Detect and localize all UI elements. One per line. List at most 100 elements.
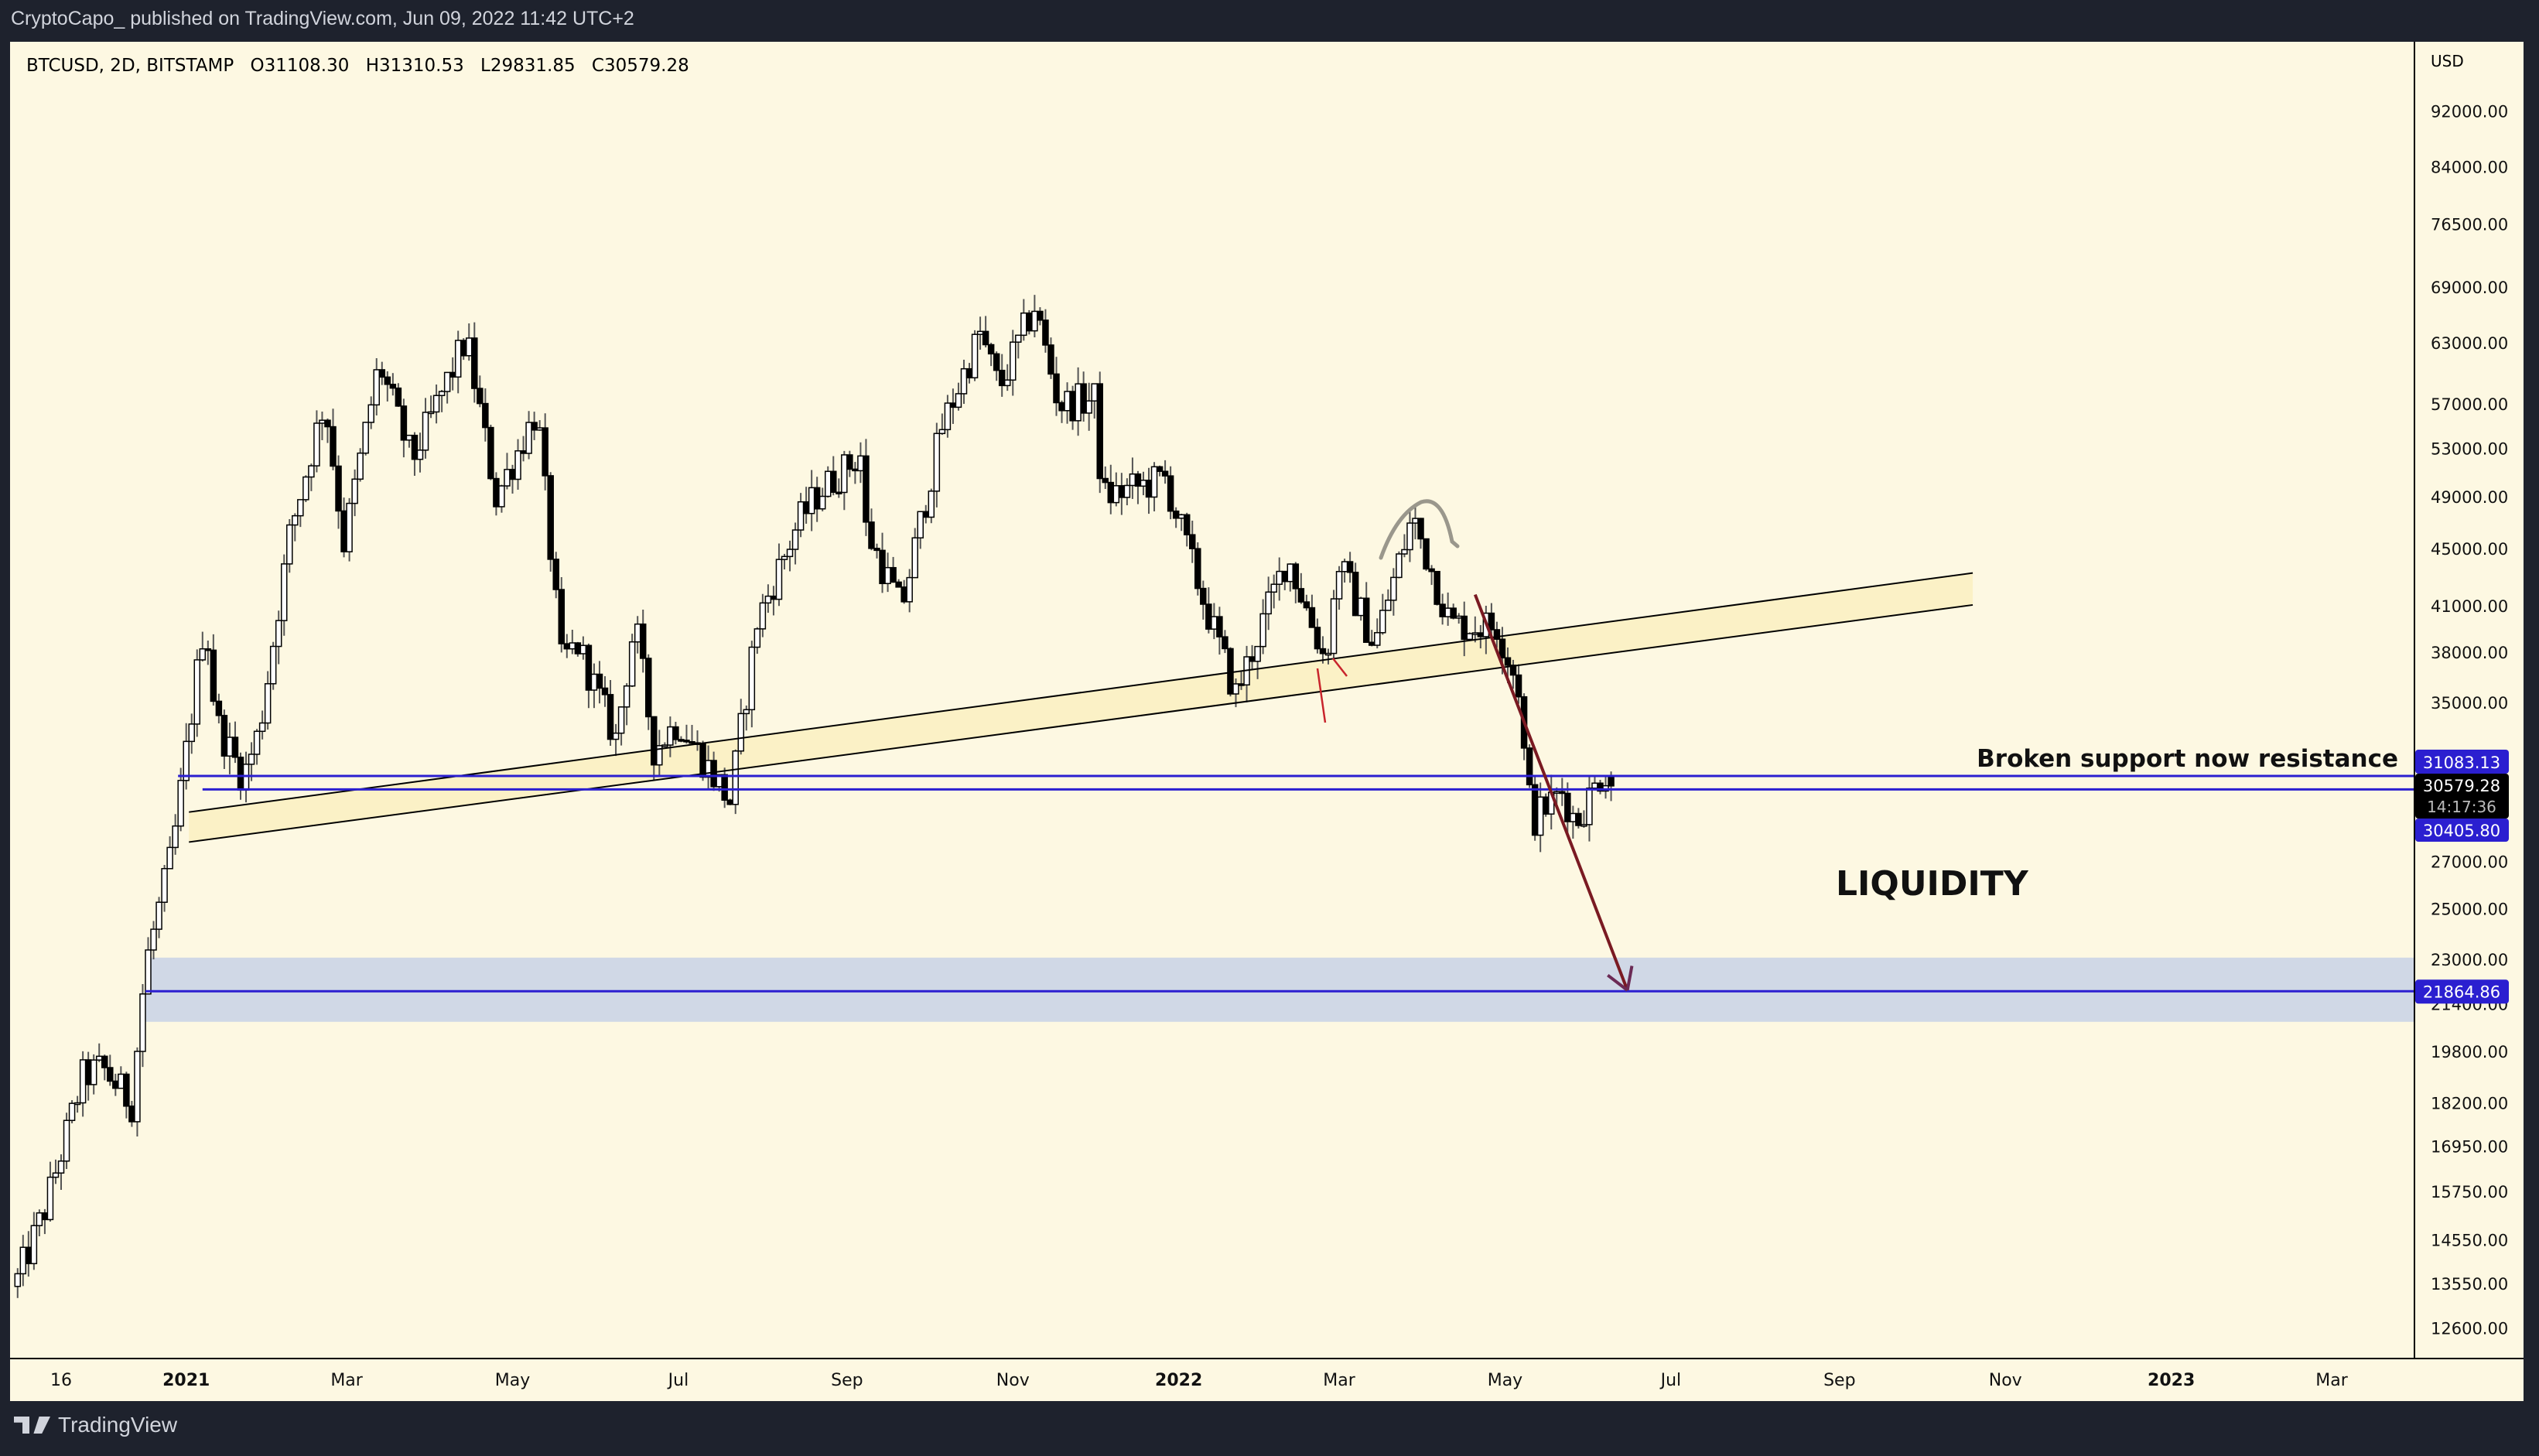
candle-down bbox=[84, 1059, 92, 1085]
price-tick-label: 49000.00 bbox=[2431, 488, 2508, 507]
candle-up bbox=[569, 642, 576, 650]
candle-up bbox=[911, 537, 918, 579]
candle-up bbox=[1015, 334, 1022, 343]
candle-down bbox=[1200, 587, 1207, 605]
candle-up bbox=[906, 576, 913, 603]
candle-down bbox=[998, 369, 1006, 387]
time-tick-label: May bbox=[495, 1371, 530, 1390]
price-label-text: 21864.86 bbox=[2423, 983, 2500, 1001]
candle-down bbox=[384, 376, 391, 385]
candle-down bbox=[987, 343, 995, 355]
time-tick-label: Jul bbox=[667, 1371, 689, 1390]
down-arrow-line bbox=[1473, 593, 1629, 991]
candle-up bbox=[808, 487, 815, 514]
candle-down bbox=[1434, 570, 1440, 605]
candle-up bbox=[95, 1055, 103, 1061]
time-axis[interactable] bbox=[10, 1359, 2524, 1401]
candle-down bbox=[449, 371, 456, 378]
candle-down bbox=[460, 340, 467, 357]
candle-up bbox=[427, 411, 435, 415]
candle-up bbox=[1177, 514, 1185, 519]
candle-down bbox=[1352, 572, 1359, 617]
candle-up bbox=[617, 706, 625, 734]
candle-up bbox=[917, 511, 924, 538]
candle-up bbox=[1412, 518, 1419, 524]
red-marker-line bbox=[1316, 668, 1327, 723]
candle-down bbox=[1526, 747, 1533, 786]
candle-up bbox=[824, 470, 832, 497]
price-tick-label: 18200.00 bbox=[2431, 1094, 2508, 1113]
candle-up bbox=[14, 1273, 22, 1287]
candle-up bbox=[79, 1059, 87, 1104]
candle-down bbox=[830, 470, 837, 493]
candle-down bbox=[1423, 538, 1430, 570]
price-axis[interactable] bbox=[2414, 42, 2524, 1359]
candle-up bbox=[1396, 553, 1403, 579]
candle-up bbox=[438, 391, 446, 396]
candle-up bbox=[1553, 791, 1560, 794]
candle-down bbox=[520, 450, 527, 454]
candle-down bbox=[1238, 683, 1245, 686]
time-tick-label: 16 bbox=[50, 1371, 72, 1390]
candle-down bbox=[813, 487, 821, 510]
price-tick-labels: 92000.00 84000.00 76500.00 69000.00 63000.00… bbox=[2431, 102, 2508, 1338]
candle-up bbox=[269, 645, 277, 685]
candle-up bbox=[63, 1119, 70, 1162]
candle-down bbox=[699, 742, 706, 778]
candle-down bbox=[1303, 601, 1311, 609]
candle-down bbox=[1118, 485, 1126, 498]
candle-up bbox=[955, 393, 962, 408]
time-tick-label: Mar bbox=[2315, 1371, 2348, 1390]
symbol-line: BTCUSD, 2D, BITSTAMP O31108.30 H31310.53… bbox=[26, 56, 689, 76]
price-tick-label: 45000.00 bbox=[2431, 540, 2508, 559]
time-tick-label: Nov bbox=[996, 1371, 1030, 1390]
top-bar: CryptoCapo_ published on TradingView.com… bbox=[0, 0, 2539, 42]
price-tick-label: 63000.00 bbox=[2431, 334, 2508, 353]
candle-down bbox=[547, 475, 554, 560]
candle-down bbox=[493, 477, 500, 508]
time-tick-label: Sep bbox=[1823, 1371, 1855, 1390]
arrow-head-icon bbox=[1607, 973, 1628, 992]
candle-down bbox=[1575, 812, 1582, 826]
candle-down bbox=[107, 1067, 114, 1082]
candle-down bbox=[1461, 615, 1468, 641]
time-tick-label: Mar bbox=[330, 1371, 363, 1390]
price-tick-label: 57000.00 bbox=[2431, 395, 2508, 414]
price-tick-label: 23000.00 bbox=[2431, 951, 2508, 969]
candle-up bbox=[422, 412, 429, 451]
candle-up bbox=[514, 450, 521, 480]
liquidity-annotation[interactable]: LIQUIDITY bbox=[1836, 864, 2029, 904]
candle-down bbox=[993, 353, 1000, 371]
price-tick-label: 15750.00 bbox=[2431, 1183, 2508, 1201]
candle-down bbox=[1493, 629, 1501, 640]
price-tick-label: 16950.00 bbox=[2431, 1138, 2508, 1157]
candle-down bbox=[330, 426, 337, 467]
candle-down bbox=[726, 799, 733, 805]
candle-down bbox=[542, 427, 548, 477]
publisher-line: CryptoCapo_ published on TradingView.com… bbox=[11, 8, 634, 29]
candle-up bbox=[590, 673, 598, 691]
candle-up bbox=[1150, 466, 1158, 498]
candle-down bbox=[965, 367, 973, 379]
candle-up bbox=[19, 1246, 27, 1275]
candle-up bbox=[944, 402, 952, 431]
candle-down bbox=[873, 548, 880, 552]
candle-up bbox=[498, 485, 505, 508]
candle-down bbox=[868, 521, 875, 549]
candle-down bbox=[1504, 657, 1512, 666]
candle-up bbox=[166, 846, 173, 870]
candle-up bbox=[68, 1102, 76, 1121]
candle-up bbox=[1129, 473, 1136, 487]
candle-down bbox=[1531, 784, 1539, 836]
tradingview-logo[interactable]: TradingView bbox=[14, 1413, 177, 1437]
arrow-head-icon bbox=[1625, 966, 1634, 991]
candle-up bbox=[667, 726, 674, 746]
resistance-annotation[interactable]: Broken support now resistance bbox=[1977, 745, 2398, 773]
price-tick-label: 35000.00 bbox=[2431, 694, 2508, 713]
candle-up bbox=[1123, 484, 1131, 498]
candle-down bbox=[1249, 656, 1256, 662]
candle-up bbox=[57, 1160, 65, 1174]
candle-up bbox=[139, 993, 146, 1052]
candle-up bbox=[781, 555, 788, 560]
